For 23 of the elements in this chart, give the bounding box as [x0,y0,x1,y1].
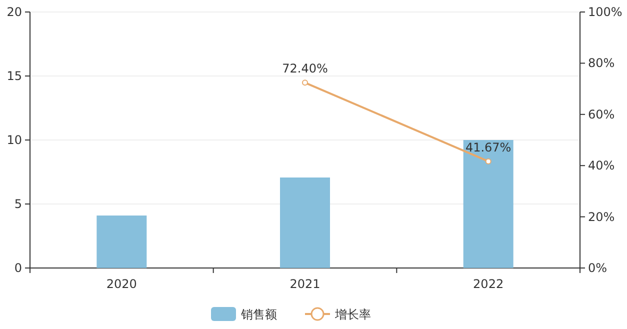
y-tick-label: 20 [6,5,22,19]
y-tick-label: 10 [6,133,22,147]
bar [280,178,330,268]
y2-tick-label: 20% [588,210,615,224]
y2-tick-label: 80% [588,56,615,70]
y2-tick-label: 100% [588,5,622,19]
bar [96,216,147,268]
legend-item: 销售额 [211,307,277,322]
y-tick-label: 0 [14,261,22,275]
data-label: 72.40% [282,62,328,76]
y2-tick-label: 60% [588,107,615,122]
x-tick-label: 2022 [473,277,504,291]
y-tick-label: 5 [14,197,22,211]
y2-tick-label: 40% [588,158,615,173]
y2-tick-label: 0% [588,261,608,275]
x-tick-label: 2021 [290,277,320,291]
legend-item: 增长率 [305,307,371,322]
legend-label: 增长率 [334,308,371,322]
bar [463,140,514,268]
data-label: 41.67% [465,140,512,154]
x-tick-label: 2020 [106,277,137,291]
legend-label: 销售额 [240,308,277,322]
y-tick-label: 15 [6,69,22,83]
